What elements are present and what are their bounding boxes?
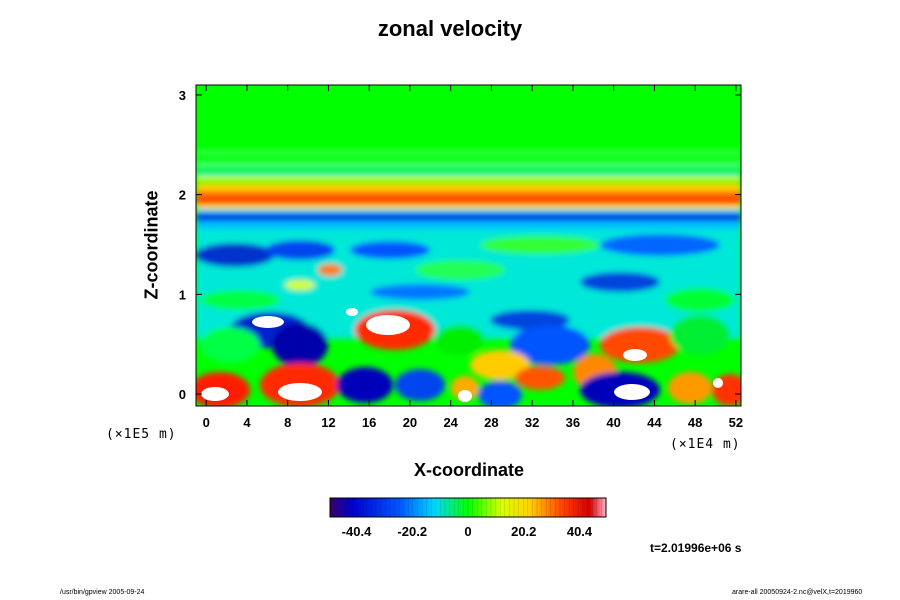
field-blob — [510, 325, 590, 365]
colorbar-tick-label: 0 — [464, 524, 471, 539]
x-axis-label: X-coordinate — [413, 460, 524, 480]
colorbar-ticks: -40.4 -20.2 0 20.2 40.4 — [342, 524, 593, 539]
x-axis: 0 4 8 12 16 20 24 28 32 36 40 44 48 52 — [203, 85, 743, 430]
x-tick-label: 8 — [284, 415, 291, 430]
field-band — [196, 198, 741, 204]
colorbar — [329, 497, 607, 518]
field-blob — [272, 323, 328, 367]
colorbar-tick-label: 40.4 — [567, 524, 593, 539]
field-band — [196, 162, 741, 167]
x-unit-label: (×1E4 m) — [670, 437, 741, 452]
plot-frame — [195, 84, 742, 407]
footer-right: arare-all 20050924-2.nc@velX,t=2019960 — [732, 589, 863, 596]
field-band — [196, 183, 741, 191]
field-blob — [470, 350, 530, 380]
field-blob — [451, 376, 479, 400]
field-blob — [600, 327, 680, 363]
field-core — [278, 383, 322, 401]
x-tick-label: 36 — [566, 415, 580, 430]
field-blob — [285, 280, 315, 290]
field-blob — [478, 381, 522, 406]
field-core — [458, 390, 472, 402]
field-band — [196, 221, 741, 229]
x-tick-label: 40 — [606, 415, 620, 430]
x-tick-label: 44 — [647, 415, 662, 430]
field-blob — [600, 234, 720, 256]
field-core — [623, 349, 647, 361]
field-core — [346, 308, 358, 316]
x-tick-label: 12 — [321, 415, 335, 430]
field-blob — [370, 284, 470, 300]
x-tick-label: 16 — [362, 415, 376, 430]
field-blob — [265, 240, 335, 260]
y-unit-label: (×1E5 m) — [106, 427, 177, 442]
x-tick-label: 28 — [484, 415, 498, 430]
field-blob — [200, 327, 260, 363]
y-tick-label: 1 — [179, 287, 186, 302]
colorbar-tick-label: -40.4 — [342, 524, 372, 539]
y-axis: 0 1 2 3 — [179, 88, 741, 402]
y-axis-label: Z-coordinate — [141, 190, 162, 300]
field-core — [713, 378, 723, 388]
field-blob — [480, 236, 600, 254]
field-band — [196, 150, 741, 156]
field-core — [252, 316, 284, 328]
field-blob — [196, 243, 275, 267]
field-blob — [665, 288, 735, 312]
field-core — [366, 315, 410, 335]
y-tick-label: 0 — [179, 387, 186, 402]
field-band — [196, 176, 741, 181]
field-blob — [350, 241, 430, 259]
x-tick-label: 52 — [729, 415, 743, 430]
field-band — [196, 209, 741, 213]
field-blob — [580, 272, 660, 292]
y-tick-label: 2 — [179, 188, 186, 203]
chart-title: zonal velocity — [377, 16, 523, 41]
footer-left: /usr/bin/gpview 2005-09-24 — [60, 589, 145, 596]
field-band — [196, 213, 741, 221]
x-tick-label: 24 — [443, 415, 458, 430]
field-blob — [318, 264, 342, 276]
field-core — [201, 387, 229, 401]
field-band — [196, 170, 741, 176]
colorbar-tick-label: -20.2 — [397, 524, 427, 539]
colorbar-tick-label: 20.2 — [511, 524, 536, 539]
field-blob — [395, 369, 445, 401]
x-tick-label: 48 — [688, 415, 702, 430]
field-blob — [200, 290, 280, 310]
field-band — [196, 204, 741, 209]
velocity-field — [196, 85, 741, 406]
y-tick-label: 3 — [179, 88, 186, 103]
field-blob — [435, 325, 485, 355]
field-blob — [415, 260, 505, 280]
field-band — [196, 191, 741, 198]
field-core — [614, 384, 650, 400]
field-blob — [670, 315, 730, 355]
x-tick-label: 0 — [203, 415, 210, 430]
colorbar-levels — [334, 498, 602, 517]
field-blob — [515, 366, 565, 390]
x-tick-label: 32 — [525, 415, 539, 430]
field-blob — [668, 372, 712, 404]
x-tick-label: 4 — [243, 415, 251, 430]
x-tick-label: 20 — [403, 415, 417, 430]
field-blob — [337, 367, 393, 403]
time-label: t=2.01996e+06 s — [650, 541, 742, 555]
